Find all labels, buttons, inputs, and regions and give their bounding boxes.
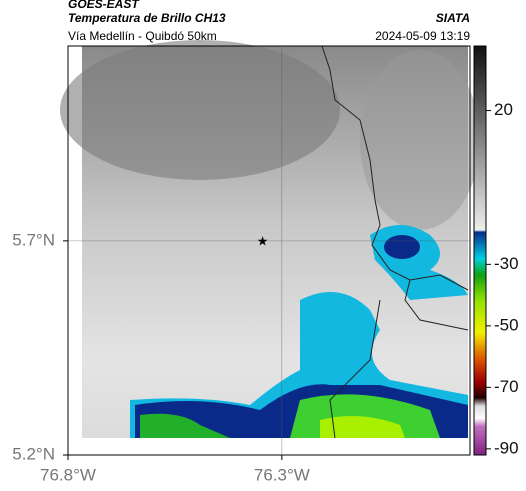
colorbar-tick-label: -30 (494, 254, 519, 273)
colorbar-tick-label: 20 (494, 100, 513, 119)
colorbar-tick-label: -50 (494, 315, 519, 334)
lat-tick-label: 5.7°N (12, 230, 55, 249)
route: Vía Medellín - Quibdó 50km (68, 29, 217, 43)
colorbar (473, 45, 487, 456)
datetime: 2024-05-09 13:19 (375, 29, 470, 43)
colorbar-tick-label: -70 (494, 377, 519, 396)
product: Temperatura de Brillo CH13 (68, 11, 226, 25)
location-marker: ★ (257, 233, 269, 248)
lon-tick-label: 76.8°W (40, 465, 96, 484)
lat-tick-label: 5.2°N (12, 444, 55, 463)
source: SIATA (436, 11, 470, 25)
map-image (60, 40, 480, 456)
satellite: GOES-EAST (68, 0, 140, 11)
colorbar-tick-label: -90 (494, 438, 519, 457)
lon-tick-label: 76.3°W (254, 465, 310, 484)
